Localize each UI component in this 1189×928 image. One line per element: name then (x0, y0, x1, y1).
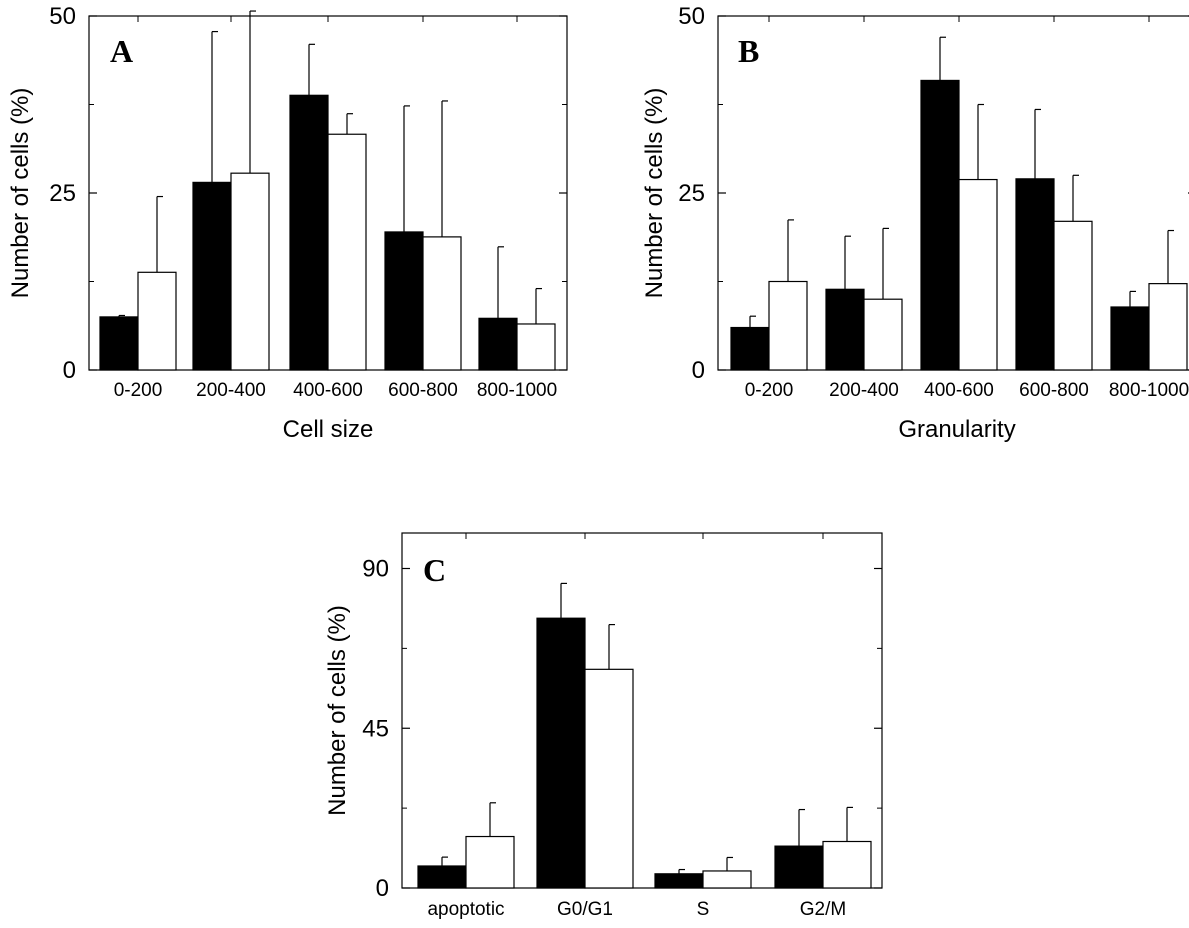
x-tick-label: 0-200 (114, 380, 163, 401)
bar-c-3-0 (774, 845, 824, 889)
plot-frame (401, 532, 883, 889)
bar-a-3-1 (422, 236, 462, 371)
x-tick-label: G2/M (800, 899, 846, 920)
bar-b-2-0 (920, 79, 960, 371)
x-tick-label: G0/G1 (557, 899, 613, 920)
bar-c-0-1 (465, 835, 515, 889)
y-tick-label: 25 (49, 180, 76, 207)
y-tick-label: 90 (362, 556, 389, 583)
bar-b-3-0 (1015, 178, 1055, 371)
x-tick-label: 200-400 (196, 380, 266, 401)
bar-b-1-0 (825, 288, 865, 371)
y-tick-label: 0 (63, 357, 76, 384)
bar-b-2-1 (958, 178, 998, 371)
x-tick-label: 800-1000 (477, 380, 557, 401)
x-tick-label: 600-800 (1019, 380, 1089, 401)
chart-panel-a: 0 25 50 0-200 200-400 400-600 600-800 800-1000 C… (7, 3, 568, 443)
panel-label: A (110, 33, 133, 69)
y-tick-label: 45 (362, 715, 389, 742)
bar-a-4-1 (516, 323, 556, 371)
y-tick-label: 50 (49, 3, 76, 30)
bar-a-0-0 (99, 316, 139, 371)
chart-panel-b: 0 25 50 0-200 200-400 400-600 600-800 800-1000 G… (641, 3, 1189, 443)
x-axis-label: Granularity (898, 416, 1015, 443)
bar-b-3-1 (1053, 220, 1093, 371)
x-tick-label: 200-400 (829, 380, 899, 401)
panel-label: B (738, 33, 759, 69)
x-tick-label: apoptotic (427, 899, 504, 920)
bar-a-2-0 (289, 94, 329, 371)
bar-a-1-1 (230, 172, 270, 371)
bar-b-4-0 (1110, 306, 1150, 371)
x-tick-label: 800-1000 (1109, 380, 1189, 401)
bar-b-0-0 (730, 326, 770, 371)
bar-b-0-1 (768, 280, 808, 371)
y-axis-label: Number of cells (%) (641, 88, 668, 299)
bar-b-4-1 (1148, 283, 1188, 371)
x-tick-label: S (697, 899, 710, 920)
bar-a-1-0 (192, 181, 232, 371)
x-axis-label: Cell size (283, 416, 374, 443)
chart-panel-c: 0 45 90 apoptotic G0/G1 S G2/M Number of cells … (324, 532, 883, 920)
y-axis-label: Number of cells (%) (7, 88, 34, 299)
bar-a-3-0 (384, 231, 424, 371)
bar-c-1-0 (536, 617, 586, 889)
x-tick-label: 400-600 (293, 380, 363, 401)
bar-a-4-0 (478, 317, 518, 371)
bar-c-3-1 (822, 840, 872, 889)
y-tick-label: 50 (678, 3, 705, 30)
bar-c-2-1 (702, 870, 752, 889)
y-axis-label: Number of cells (%) (324, 605, 351, 816)
bar-c-1-1 (584, 668, 634, 889)
bar-a-0-1 (137, 271, 177, 371)
x-tick-label: 600-800 (388, 380, 458, 401)
bar-b-1-1 (863, 298, 903, 371)
x-tick-label: 400-600 (924, 380, 994, 401)
y-tick-label: 0 (692, 357, 705, 384)
bar-c-2-0 (654, 873, 704, 889)
y-tick-label: 25 (678, 180, 705, 207)
panel-label: C (423, 552, 446, 588)
bar-c-0-0 (417, 865, 467, 889)
x-tick-label: 0-200 (745, 380, 794, 401)
y-tick-label: 0 (376, 875, 389, 902)
bar-a-2-1 (327, 133, 367, 371)
